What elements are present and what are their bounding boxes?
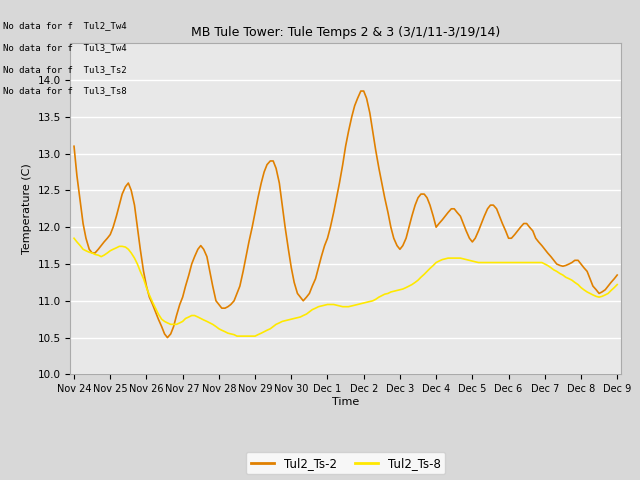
Text: No data for f  Tul2_Tw4: No data for f Tul2_Tw4 — [3, 22, 127, 31]
Title: MB Tule Tower: Tule Temps 2 & 3 (3/1/11-3/19/14): MB Tule Tower: Tule Temps 2 & 3 (3/1/11-… — [191, 26, 500, 39]
Y-axis label: Temperature (C): Temperature (C) — [22, 163, 32, 254]
Text: No data for f  Tul3_Ts8: No data for f Tul3_Ts8 — [3, 86, 127, 96]
X-axis label: Time: Time — [332, 397, 359, 407]
Text: No data for f  Tul3_Ts2: No data for f Tul3_Ts2 — [3, 65, 127, 74]
Legend: Tul2_Ts-2, Tul2_Ts-8: Tul2_Ts-2, Tul2_Ts-8 — [246, 452, 445, 475]
Text: No data for f  Tul3_Tw4: No data for f Tul3_Tw4 — [3, 43, 127, 52]
